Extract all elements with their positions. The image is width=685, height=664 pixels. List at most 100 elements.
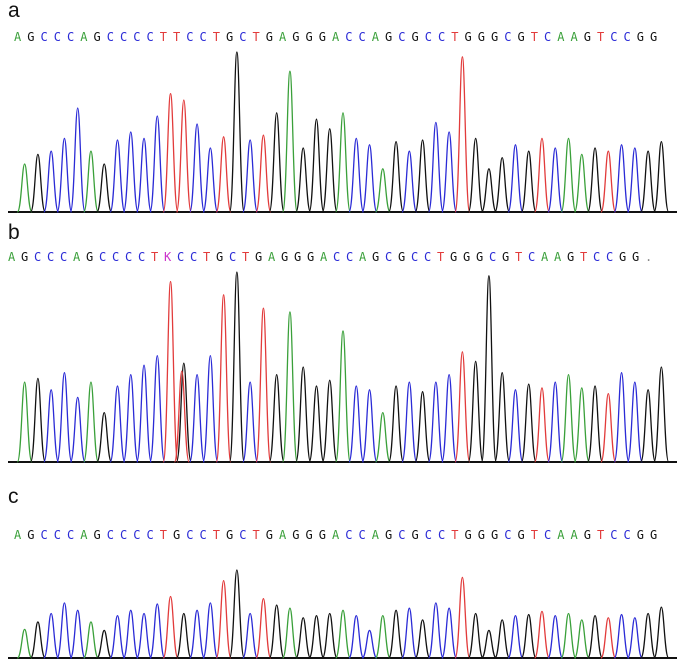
trace-peak <box>467 360 484 463</box>
base-call: A <box>279 30 287 44</box>
trace-plot-b <box>8 271 677 463</box>
base-call: G <box>255 250 263 264</box>
trace-peak <box>295 366 312 463</box>
base-call: . <box>645 250 653 264</box>
trace-peak <box>640 150 657 213</box>
trace-peak <box>136 364 152 463</box>
base-call: G <box>86 250 94 264</box>
trace-peak <box>109 385 126 463</box>
base-call: C <box>146 30 154 44</box>
base-call: T <box>597 30 605 44</box>
trace-peak <box>441 607 458 659</box>
trace-peak <box>321 379 338 463</box>
trace-peak <box>388 140 404 213</box>
base-call: C <box>120 528 128 542</box>
trace-peak <box>16 628 33 659</box>
trace-peak <box>520 383 537 463</box>
trace-peak <box>215 136 232 213</box>
trace-peak <box>228 569 245 659</box>
trace-peak <box>587 614 603 659</box>
base-call: C <box>186 30 194 44</box>
base-call: C <box>504 30 512 44</box>
base-call: G <box>477 30 485 44</box>
trace-peak <box>467 137 484 213</box>
base-call: C <box>239 30 247 44</box>
trace-peak <box>69 107 86 213</box>
trace-peak <box>480 275 497 463</box>
base-call: G <box>477 528 485 542</box>
trace-peak <box>321 612 338 659</box>
base-call: T <box>252 30 260 44</box>
base-call: C <box>99 250 107 264</box>
base-call: G <box>27 30 35 44</box>
panel-label-b: b <box>8 221 20 244</box>
base-call: C <box>411 250 419 264</box>
trace-peak <box>149 603 166 659</box>
trace-peak <box>29 377 46 463</box>
base-call: G <box>583 528 591 542</box>
trace-peak <box>189 123 206 213</box>
trace-peak <box>215 294 232 463</box>
trace-peak <box>282 311 298 463</box>
trace-peak <box>83 621 99 659</box>
trace-peak <box>16 381 33 463</box>
base-call: C <box>438 528 446 542</box>
trace-peak <box>600 617 617 659</box>
trace-peak <box>348 137 365 213</box>
base-call: C <box>53 30 61 44</box>
base-call: G <box>632 250 640 264</box>
trace-peak <box>268 604 285 659</box>
base-call: T <box>159 528 167 542</box>
base-call: C <box>346 250 354 264</box>
base-call: C <box>177 250 185 264</box>
trace-peak <box>547 614 564 659</box>
base-call: A <box>570 528 578 542</box>
base-call: C <box>47 250 55 264</box>
trace-peak <box>626 617 643 659</box>
trace-peak <box>136 612 152 659</box>
trace-peak <box>626 381 643 463</box>
base-call: C <box>106 30 114 44</box>
trace-peak <box>242 381 259 463</box>
trace-peak <box>441 131 458 213</box>
base-call: A <box>557 30 565 44</box>
trace-peak <box>520 150 537 213</box>
base-call: G <box>292 528 300 542</box>
base-call: T <box>252 528 260 542</box>
base-call: G <box>372 250 380 264</box>
base-call: G <box>265 30 273 44</box>
base-call: C <box>67 528 75 542</box>
base-call: C <box>40 528 48 542</box>
trace-peak <box>640 612 657 659</box>
trace-peak <box>228 51 245 213</box>
base-call: C <box>40 30 48 44</box>
trace-peak <box>109 614 126 659</box>
base-call: C <box>504 528 512 542</box>
trace-peak <box>228 271 245 463</box>
trace-peak <box>162 92 179 213</box>
base-call: G <box>294 250 302 264</box>
trace-peak <box>242 139 259 213</box>
base-call: T <box>212 528 220 542</box>
trace-peak <box>560 373 577 463</box>
base-call: G <box>398 250 406 264</box>
trace-peak <box>454 351 471 463</box>
base-call: G <box>411 30 419 44</box>
base-call: A <box>541 250 549 264</box>
trace-peak <box>374 168 391 213</box>
trace-peak <box>587 147 603 213</box>
trace-peak <box>507 614 524 659</box>
trace-peak <box>361 629 378 659</box>
trace-peak <box>43 612 60 659</box>
base-call: T <box>212 30 220 44</box>
base-call: C <box>106 528 114 542</box>
base-call: T <box>437 250 445 264</box>
trace-peak <box>653 606 670 659</box>
base-call: A <box>14 30 22 44</box>
base-call: G <box>226 528 234 542</box>
trace-peak <box>494 372 511 463</box>
base-call: C <box>190 250 198 264</box>
trace-peak <box>640 389 657 463</box>
base-call: A <box>80 528 88 542</box>
